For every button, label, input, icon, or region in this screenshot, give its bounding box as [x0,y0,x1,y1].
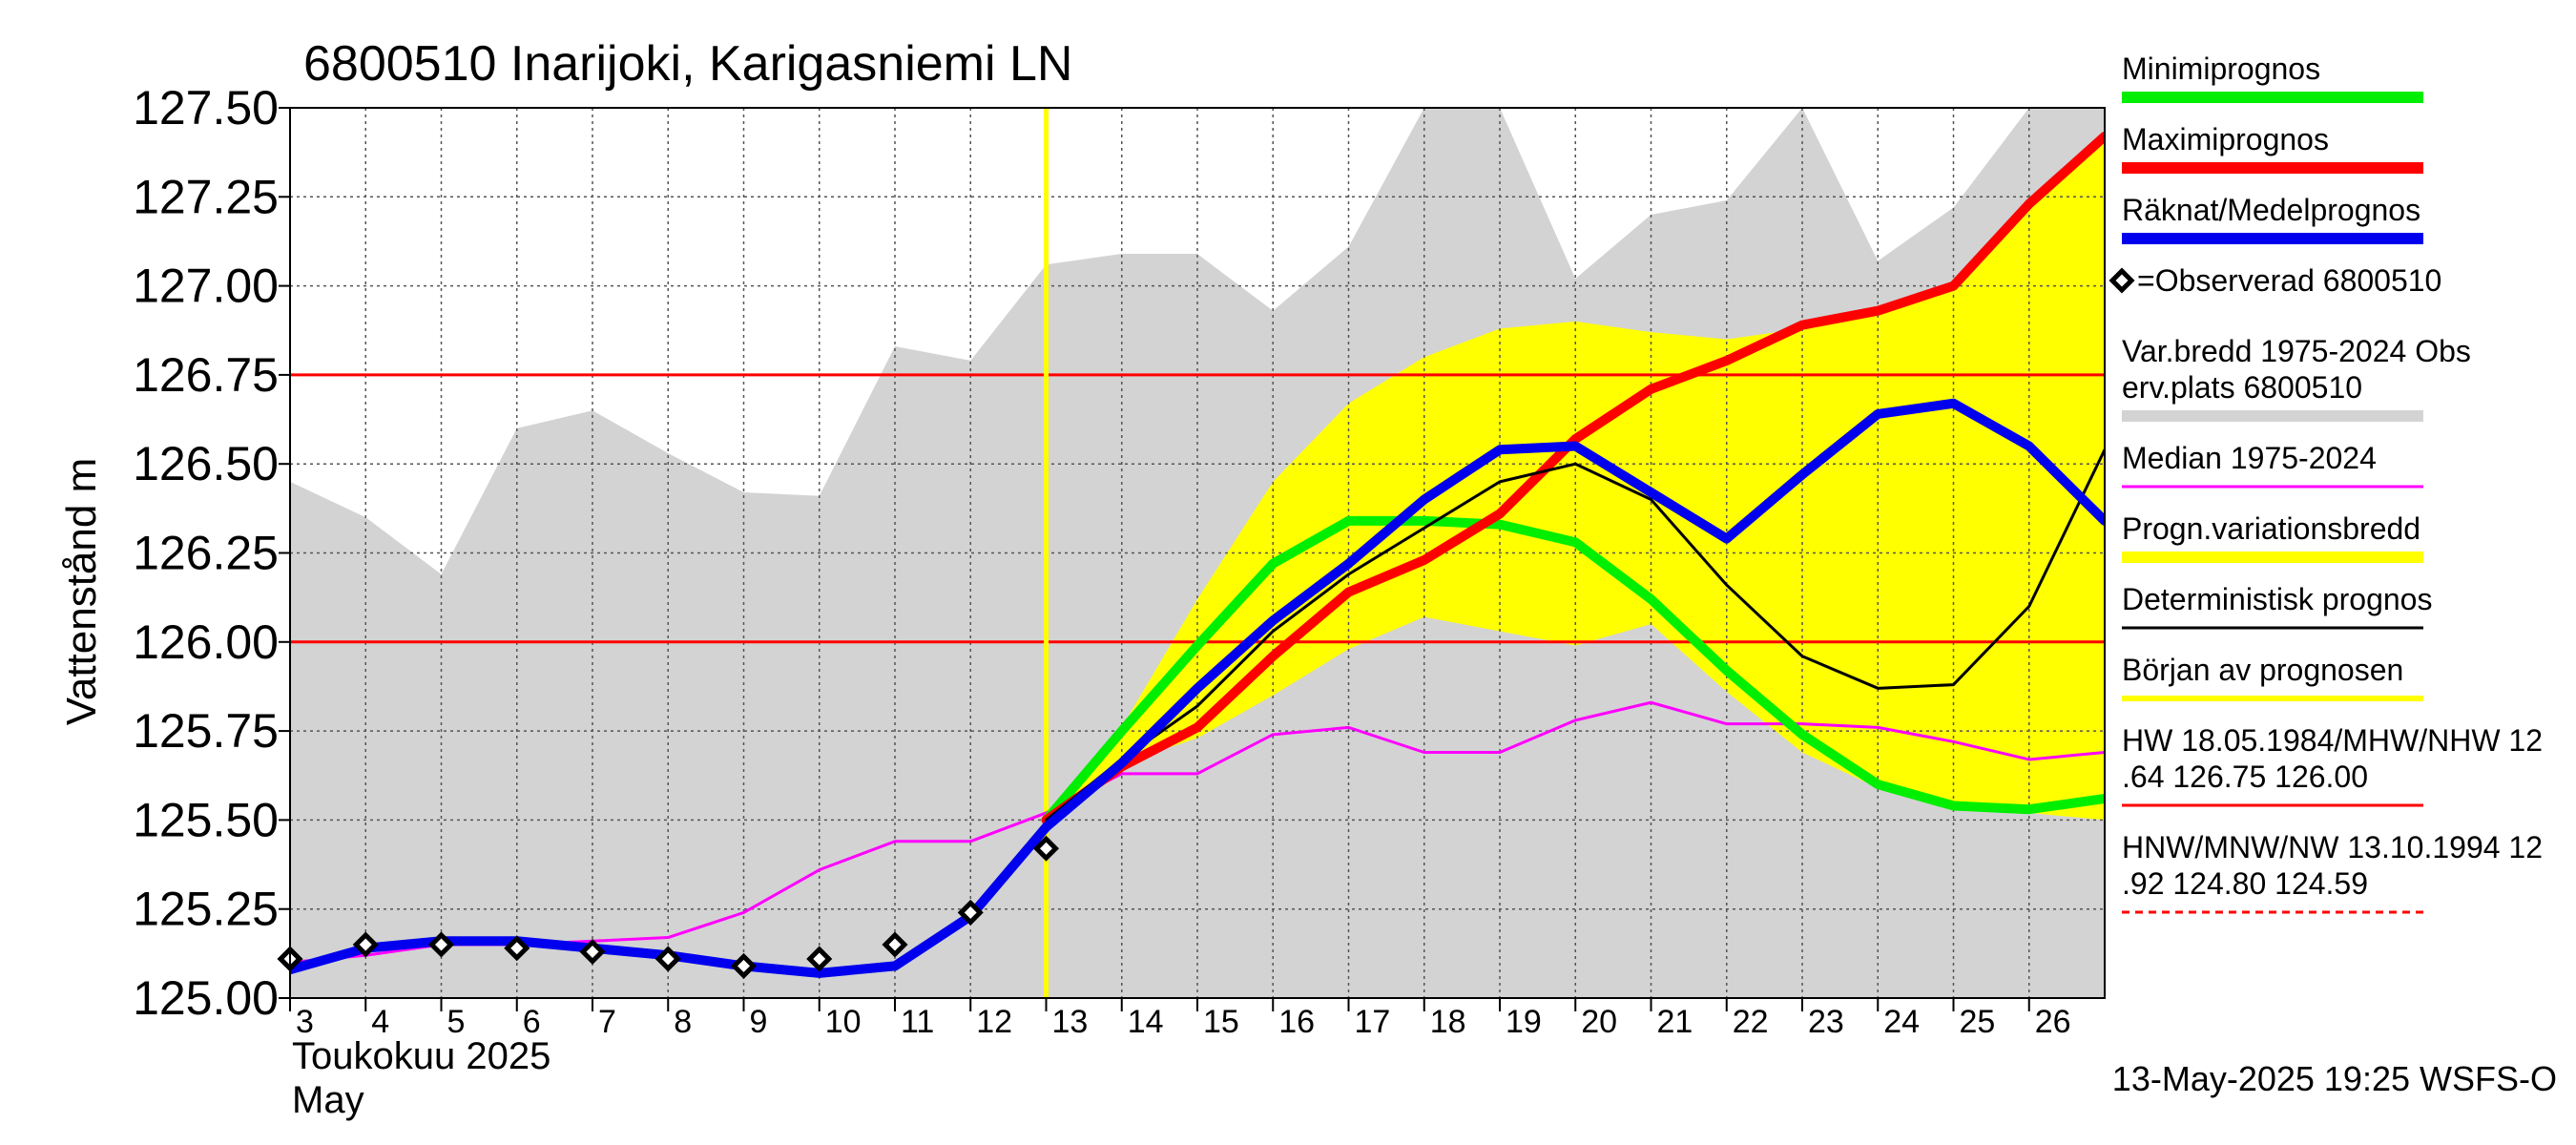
legend-item: Deterministisk prognos [2122,582,2432,630]
x-tick-label: 26 [2035,1004,2071,1040]
band-ffff00 [1046,135,2105,821]
x-tick-label: 14 [1128,1004,1164,1040]
y-tick-label: 126.50 [133,437,279,490]
x-tick-label: 11 [901,1004,934,1040]
x-tick-label: 5 [447,1004,466,1040]
x-tick-label: 3 [296,1004,314,1040]
y-tick-label: 125.25 [133,883,279,936]
legend-item: =Observerad 6800510 [2109,263,2441,298]
x-tick-label: 18 [1430,1004,1466,1040]
observed-point [504,935,530,962]
x-axis-month-label-english: May [292,1079,364,1121]
footer-timestamp: 13-May-2025 19:25 WSFS-O [2112,1059,2557,1098]
observed-point [957,899,984,926]
observed-point [579,938,606,966]
legend-item: Var.bredd 1975-2024 Observ.plats 6800510 [2122,334,2471,422]
y-axis-label: Vattenstånd m [58,458,105,725]
x-tick-label: 12 [976,1004,1012,1040]
legend-label: Deterministisk prognos [2122,582,2432,616]
x-tick-label: 22 [1733,1004,1769,1040]
legend-item: Räknat/Medelprognos [2122,193,2423,244]
legend-label: HNW/MNW/NW 13.10.1994 12 [2122,830,2543,864]
legend-label: Räknat/Medelprognos [2122,193,2420,227]
y-tick-label: 126.75 [133,348,279,402]
x-tick-label: 25 [1960,1004,1996,1040]
series-line-00ee00 [1041,515,2105,825]
legend-label-line2: .92 124.80 124.59 [2122,866,2368,901]
observed-point [1032,835,1060,862]
legend-item: Progn.variationsbredd [2122,511,2423,563]
observed-point [352,931,379,958]
legend-label: HW 18.05.1984/MHW/NHW 12 [2122,723,2543,758]
legend-label-line2: erv.plats 6800510 [2122,370,2362,405]
legend-item: HW 18.05.1984/MHW/NHW 12.64 126.75 126.0… [2122,723,2543,807]
y-tick-label: 127.25 [133,170,279,223]
y-tick-label: 125.75 [133,704,279,758]
y-tick-label: 127.00 [133,260,279,313]
chart-title: 6800510 Inarijoki, Karigasniemi LN [303,36,1072,92]
x-tick-label: 8 [674,1004,692,1040]
plot-content [290,108,2105,998]
x-tick-label: 4 [371,1004,389,1040]
y-tick-label: 125.50 [133,793,279,846]
observed-point [730,952,758,979]
x-tick-label: 13 [1052,1004,1089,1040]
y-tick-label: 125.00 [133,971,279,1025]
x-tick-label: 23 [1808,1004,1844,1040]
x-tick-label: 21 [1657,1004,1693,1040]
x-tick-label: 6 [523,1004,541,1040]
legend-label: Median 1975-2024 [2122,441,2377,475]
y-tick-label: 127.50 [133,81,279,135]
x-tick-label: 17 [1355,1004,1391,1040]
x-tick-label: 19 [1506,1004,1542,1040]
legend-item: Maximiprognos [2122,122,2423,174]
observed-point [806,946,833,972]
legend: Minimiprognos Maximiprognos Räknat/Medelpr… [2109,52,2543,914]
x-tick-label: 24 [1883,1004,1920,1040]
series-line-000000 [1045,448,2105,822]
x-tick-label: 20 [1581,1004,1617,1040]
x-tick-label: 10 [825,1004,862,1040]
legend-label: Maximiprognos [2122,122,2329,156]
observed-point [882,931,908,958]
legend-item: Början av prognosen [2122,653,2423,701]
legend-label: Början av prognosen [2122,653,2403,687]
legend-label: Minimiprognos [2122,52,2320,86]
y-tick-label: 126.25 [133,527,279,580]
legend-label: Progn.variationsbredd [2122,511,2420,546]
legend-item: HNW/MNW/NW 13.10.1994 12.92 124.80 124.5… [2122,830,2543,914]
x-tick-label: 16 [1278,1004,1315,1040]
legend-item: Median 1975-2024 [2122,441,2423,489]
legend-marker [2109,267,2135,294]
x-tick-label: 7 [598,1004,616,1040]
x-tick-label: 15 [1203,1004,1239,1040]
x-tick-label: 9 [750,1004,768,1040]
legend-item: Minimiprognos [2122,52,2423,103]
plot-area: 125.00 125.25 125.50 125.75 126.00 126.25 126.… [133,81,2106,1040]
legend-label-line2: .64 126.75 126.00 [2122,760,2368,794]
observed-point [427,931,455,958]
y-tick-label: 126.00 [133,615,279,669]
legend-label: Var.bredd 1975-2024 Obs [2122,334,2471,368]
observed-point [654,946,681,972]
series-line-ff0000 [1041,131,2105,825]
x-axis-month-label: Toukokuu 2025 [292,1035,551,1077]
legend-label: =Observerad 6800510 [2137,263,2441,298]
